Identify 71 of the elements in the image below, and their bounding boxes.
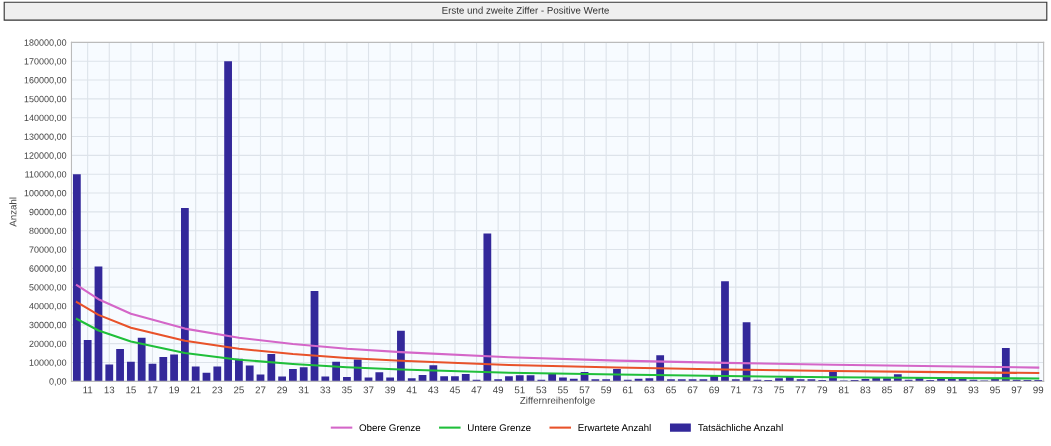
x-tick-label: 55 xyxy=(557,386,568,394)
x-tick-label: 33 xyxy=(320,386,331,394)
y-tick-label: 20000,00 xyxy=(29,340,67,349)
y-tick-label: 140000,00 xyxy=(24,114,67,123)
y-axis-title: Anzahl xyxy=(9,197,17,227)
y-tick-label: 0,00 xyxy=(49,378,67,386)
x-tick-label: 57 xyxy=(579,386,590,394)
x-tick-label: 23 xyxy=(212,386,223,394)
x-tick-label: 87 xyxy=(903,386,914,394)
y-tick-label: 110000,00 xyxy=(25,171,67,179)
y-tick-label: 150000,00 xyxy=(24,95,67,104)
x-tick-label: 41 xyxy=(406,386,417,394)
y-tick-label: 50000,00 xyxy=(29,284,67,292)
chart-title: Erste und zweite Ziffer - Positive Werte xyxy=(442,6,609,14)
x-tick-label: 79 xyxy=(817,386,828,394)
legend-label: Tatsächliche Anzahl xyxy=(698,423,783,432)
x-tick-label: 59 xyxy=(601,386,612,394)
y-tick-label: 130000,00 xyxy=(24,133,67,141)
x-tick-label: 13 xyxy=(104,386,115,394)
x-tick-label: 31 xyxy=(298,386,309,394)
x-tick-label: 27 xyxy=(255,386,266,394)
x-tick-label: 83 xyxy=(860,386,871,394)
x-tick-label: 15 xyxy=(126,386,136,394)
x-tick-label: 75 xyxy=(774,386,784,394)
x-tick-label: 35 xyxy=(341,386,352,394)
y-tick-label: 70000,00 xyxy=(29,246,67,254)
x-tick-label: 49 xyxy=(492,386,504,394)
x-tick-label: 81 xyxy=(838,386,849,394)
x-tick-label: 47 xyxy=(471,386,482,394)
y-tick-label: 170000,00 xyxy=(24,58,67,66)
x-tick-label: 67 xyxy=(687,386,698,394)
x-tick-label: 99 xyxy=(1033,386,1044,394)
x-tick-label: 77 xyxy=(795,386,806,394)
x-tick-label: 17 xyxy=(147,386,158,394)
x-tick-label: 89 xyxy=(925,386,936,394)
x-tick-label: 61 xyxy=(622,386,633,394)
x-tick-label: 43 xyxy=(428,386,439,394)
x-tick-label: 63 xyxy=(644,386,655,394)
x-tick-label: 85 xyxy=(882,386,893,394)
x-tick-label: 73 xyxy=(752,386,763,394)
x-tick-label: 21 xyxy=(190,386,201,394)
legend-label: Erwartete Anzahl xyxy=(578,423,651,432)
x-tick-label: 45 xyxy=(449,386,460,394)
x-axis-title: Ziffernreihenfolge xyxy=(520,396,595,406)
x-tick-label: 51 xyxy=(514,386,525,394)
y-tick-label: 60000,00 xyxy=(29,265,67,273)
x-tick-label: 71 xyxy=(730,386,741,394)
x-tick-label: 53 xyxy=(536,386,547,394)
x-tick-label: 91 xyxy=(946,386,957,394)
x-tick-label: 93 xyxy=(968,386,979,394)
x-tick-label: 29 xyxy=(277,386,288,394)
y-tick-label: 100000,00 xyxy=(24,189,67,198)
x-tick-label: 97 xyxy=(1011,386,1022,394)
legend-label: Untere Grenze xyxy=(468,424,531,432)
y-tick-label: 30000,00 xyxy=(29,321,67,330)
x-tick-label: 39 xyxy=(385,386,396,394)
y-tick-label: 120000,00 xyxy=(24,152,67,160)
y-tick-label: 10000,00 xyxy=(29,359,67,367)
y-tick-label: 80000,00 xyxy=(29,227,67,236)
y-tick-label: 160000,00 xyxy=(24,77,67,85)
x-tick-label: 25 xyxy=(233,386,244,394)
x-tick-label: 37 xyxy=(363,386,374,394)
y-tick-label: 180000,00 xyxy=(24,39,67,47)
x-tick-label: 19 xyxy=(169,386,180,394)
y-tick-label: 40000,00 xyxy=(29,302,67,311)
legend-label: Obere Grenze xyxy=(359,423,421,432)
x-tick-label: 69 xyxy=(709,386,720,394)
x-tick-label: 95 xyxy=(990,386,1001,394)
x-tick-label: 65 xyxy=(666,386,676,394)
x-tick-label: 11 xyxy=(83,386,93,394)
y-tick-label: 90000,00 xyxy=(29,208,67,217)
